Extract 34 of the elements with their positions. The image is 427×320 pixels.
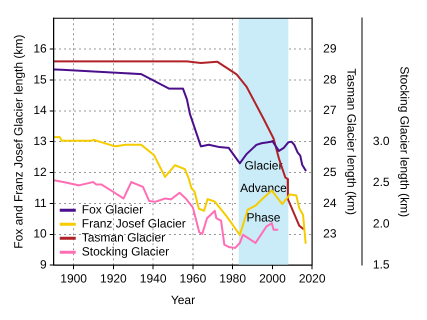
y-tick-label: 11 [34,196,48,210]
y-tick-label: 12 [33,164,48,179]
y3-tick-label: 2.5 [372,175,390,190]
y2-tick-label: 27 [323,103,337,118]
x-tick-label: 1940 [140,272,167,286]
x-axis-title: Year [170,293,196,308]
y2-tick-label: 26 [323,134,337,148]
y-tick-label: 14 [33,103,48,118]
y2-axis-title: Tasman Glacier length (km) [344,68,358,216]
x-tick-label: 2020 [298,272,326,286]
x-tick-label: 1920 [100,272,128,286]
y2-tick-label: 24 [323,196,337,210]
y3-tick-label: 1.5 [372,258,390,272]
y2-tick-label: 28 [323,72,337,86]
y3-tick-label: 3.0 [372,134,390,148]
y3-axis-title: Stocking Glacier length (km) [397,66,412,218]
y3-tick-label: 2.0 [372,216,390,230]
y-tick-label: 13 [33,134,48,148]
legend-label: Fox Glacier [82,202,144,217]
y-tick-label: 15 [33,72,48,86]
x-tick-label: 2000 [259,272,286,286]
x-tick-label: 1980 [219,272,246,286]
y-tick-label: 16 [33,41,48,56]
x-tick-label: 1900 [60,272,88,286]
y2-tick-label: 25 [323,164,337,179]
x-tick-label: 1960 [180,272,207,286]
y-tick-label: 10 [33,226,48,241]
y-tick-label: 9 [40,258,48,272]
y-axis-title: Fox and Franz Josef Glacier length (km) [12,34,26,249]
legend-label: Franz Josef Glacier [82,216,186,231]
y2-tick-label: 29 [323,41,337,56]
legend-label: Tasman Glacier [82,230,166,245]
legend-label: Stocking Glacier [82,244,170,259]
y2-tick-label: 23 [323,226,337,241]
